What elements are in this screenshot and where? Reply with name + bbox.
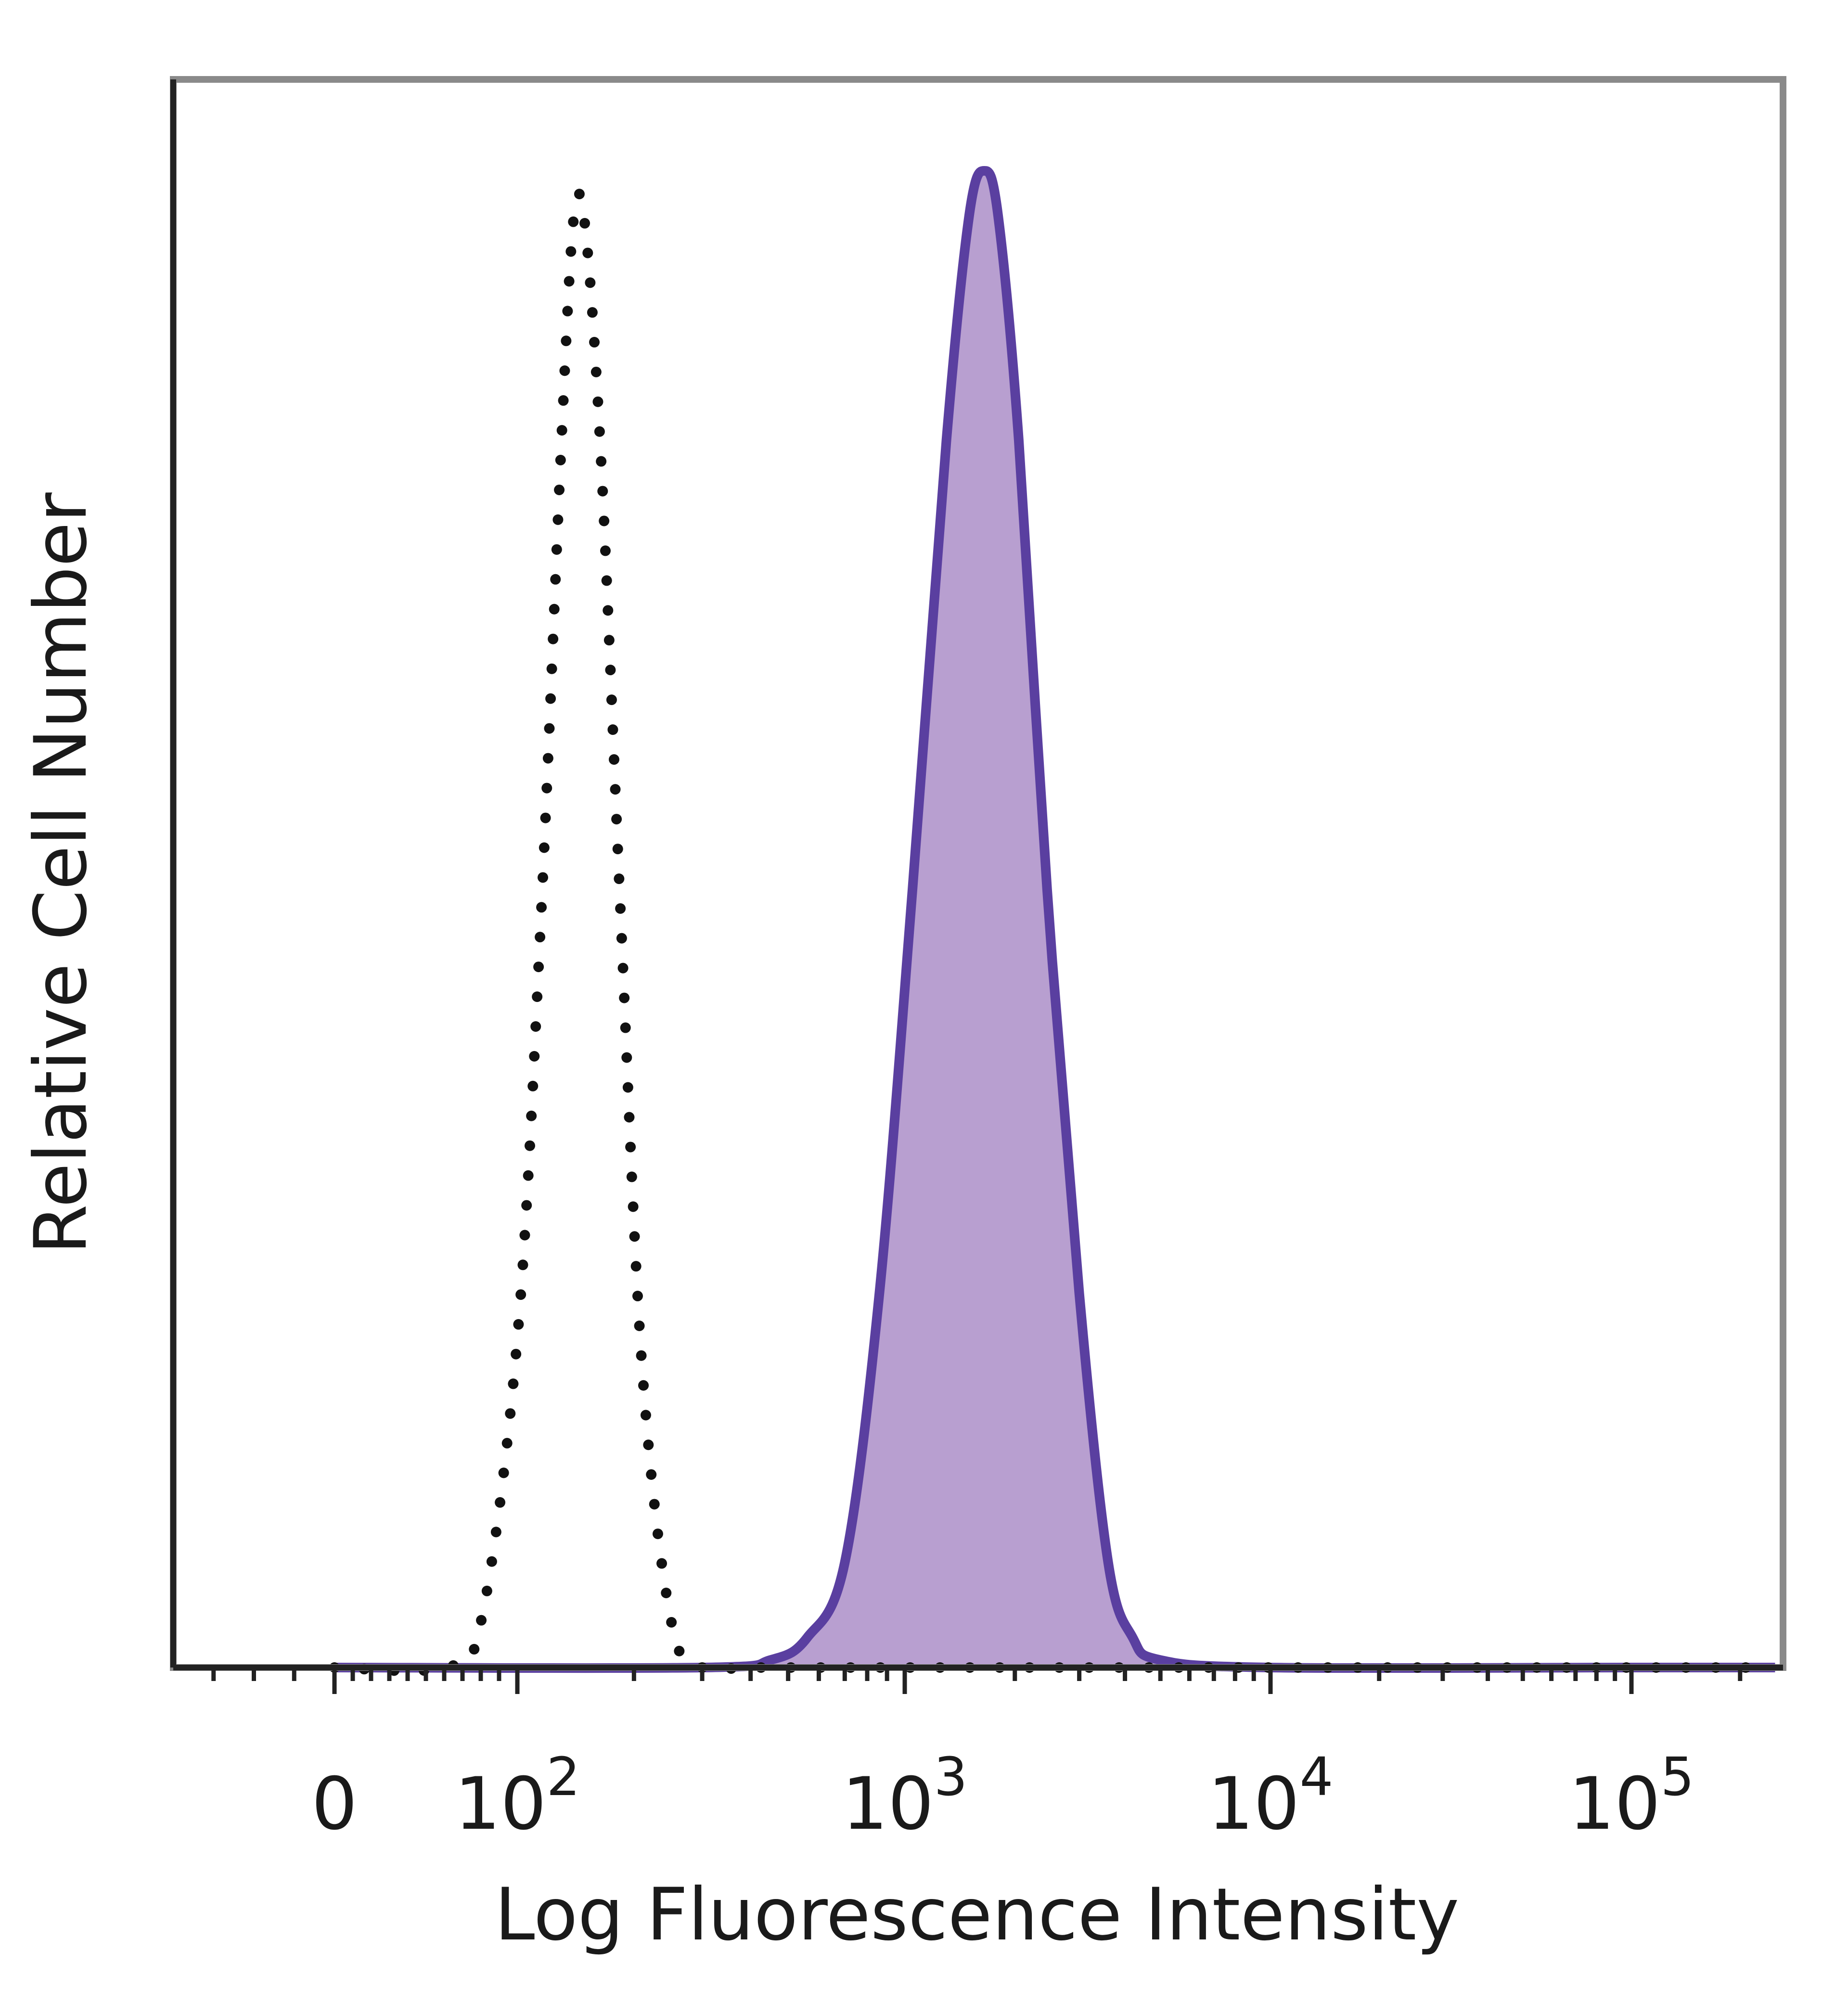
series-1-fill	[334, 171, 1775, 1668]
series-1-line	[334, 166, 1775, 1673]
x-tick-label-exponent: 4	[1299, 1746, 1333, 1808]
series-layer	[329, 166, 1781, 1676]
x-tick-label: 102	[455, 1746, 580, 1846]
x-tick-label-base: 10	[1208, 1762, 1300, 1846]
x-tick-label: 103	[842, 1746, 968, 1846]
x-tick-label-base: 10	[1569, 1762, 1661, 1846]
x-tick-label: 104	[1208, 1746, 1334, 1846]
series-0-dotted-line	[329, 188, 1781, 1676]
x-tick-label: 0	[311, 1762, 357, 1846]
x-tick-label-exponent: 3	[934, 1746, 967, 1808]
x-tick-label: 105	[1569, 1746, 1694, 1846]
x-tick-label-base: 0	[311, 1762, 357, 1846]
x-axis-label: Log Fluorescence Intensity	[495, 1873, 1459, 1957]
x-tick-label-base: 10	[842, 1762, 934, 1846]
x-tick-label-exponent: 2	[546, 1746, 580, 1808]
x-tick-label-base: 10	[455, 1762, 547, 1846]
y-axis-label: Relative Cell Number	[19, 492, 103, 1255]
x-tick-layer: 0 102 103 104 105	[211, 1668, 1743, 1846]
x-tick-label-exponent: 5	[1660, 1746, 1694, 1808]
